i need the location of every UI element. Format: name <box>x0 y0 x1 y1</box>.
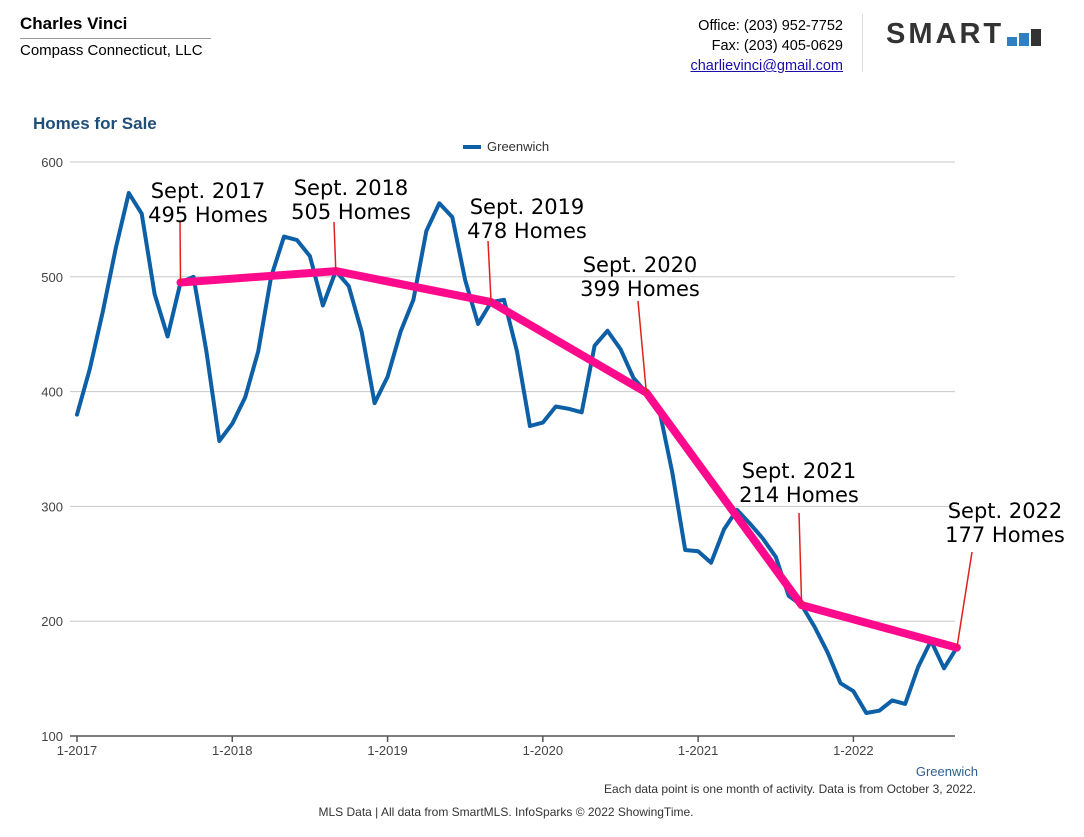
fax-number: Fax: (203) 405-0629 <box>711 38 843 54</box>
logo-mark <box>1007 29 1042 46</box>
annotation-leader-line <box>333 221 337 272</box>
annotation-date: Sept. 2019 <box>470 195 585 219</box>
y-tick-label: 300 <box>41 499 63 514</box>
annotation-count: 478 Homes <box>467 219 587 243</box>
annotation-date: Sept. 2020 <box>583 253 698 277</box>
email-link[interactable]: charlievinci@gmail.com <box>690 58 843 74</box>
annotation-count: 214 Homes <box>739 483 859 507</box>
annotation-leader-line <box>798 512 803 606</box>
x-axis-label: Greenwich <box>916 764 978 779</box>
annotation-date: Sept. 2021 <box>742 459 857 483</box>
y-tick-label: 500 <box>41 270 63 285</box>
series-line-greenwich <box>75 191 959 715</box>
agent-divider <box>20 38 211 39</box>
annotation-date: Sept. 2022 <box>948 499 1063 523</box>
chart-title: Homes for Sale <box>33 114 157 133</box>
x-tick-label: 1-2017 <box>57 743 97 758</box>
x-tick-label: 1-2020 <box>523 743 563 758</box>
logo-text: SMART <box>886 18 1005 50</box>
annotation-count: 177 Homes <box>945 523 1065 547</box>
annotation-leader-line <box>179 221 182 283</box>
office-phone: Office: (203) 952-7752 <box>698 18 843 34</box>
legend-label: Greenwich <box>487 139 549 154</box>
annotation-count: 399 Homes <box>580 277 700 301</box>
chart-footnote: Each data point is one month of activity… <box>604 782 976 796</box>
y-tick-label: 200 <box>41 614 63 629</box>
y-tick-label: 600 <box>41 155 63 170</box>
contact-block: Office: (203) 952-7752 Fax: (203) 405-06… <box>690 16 843 76</box>
x-tick-label: 1-2022 <box>833 743 873 758</box>
y-tick-label: 100 <box>41 729 63 744</box>
annotation-leader-line <box>956 551 973 648</box>
x-tick-label: 1-2021 <box>678 743 718 758</box>
annotation-count: 495 Homes <box>148 203 268 227</box>
smart-mls-logo: SMART <box>886 18 1042 50</box>
annotation-date: Sept. 2018 <box>294 176 409 200</box>
trend-line <box>176 267 961 652</box>
annotation-leader-line <box>637 300 648 393</box>
header-divider <box>862 14 863 72</box>
annotation-date: Sept. 2017 <box>151 179 266 203</box>
y-tick-label: 400 <box>41 385 63 400</box>
agent-name: Charles Vinci <box>20 14 128 33</box>
agent-company: Compass Connecticut, LLC <box>20 42 203 59</box>
x-tick-label: 1-2019 <box>367 743 407 758</box>
annotation-leader-line <box>487 240 492 303</box>
data-credits: MLS Data | All data from SmartMLS. InfoS… <box>318 805 694 819</box>
annotation-count: 505 Homes <box>291 200 411 224</box>
x-tick-label: 1-2018 <box>212 743 252 758</box>
